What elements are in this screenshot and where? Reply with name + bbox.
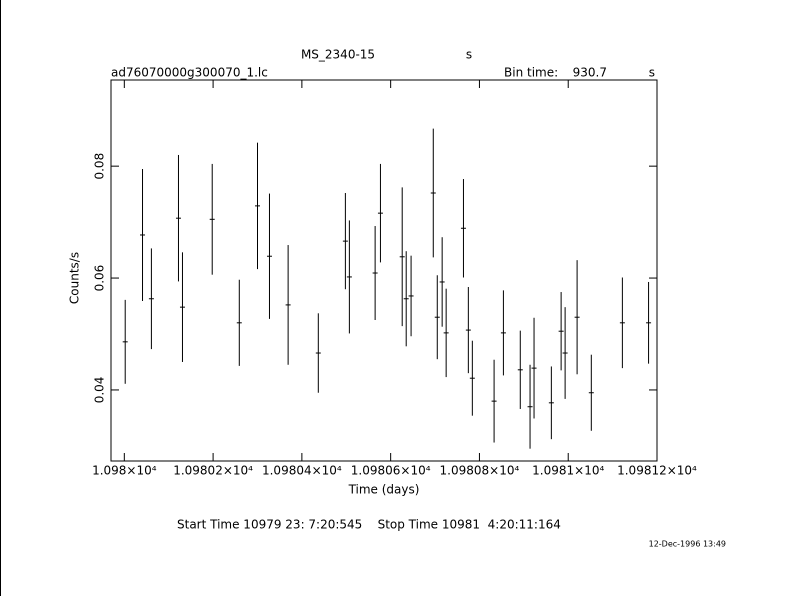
subtitle: ad76070000g300070_1.lc (111, 66, 268, 80)
y-tick-label: 0.06 (93, 265, 107, 292)
x-tick-label: 1.09806×10⁴ (351, 464, 431, 478)
y-axis-label: Counts/s (68, 252, 82, 304)
footer: Start Time 10979 23: 7:20:545 Stop Time … (177, 518, 561, 532)
x-tick-label: 1.09804×10⁴ (262, 464, 342, 478)
chart-title: MS_2340-15 (301, 48, 375, 62)
bin-time-label: Bin time: (504, 66, 558, 80)
bin-time: 930.7 (573, 66, 607, 80)
y-tick-label: 0.08 (93, 153, 107, 180)
date-stamp: 12-Dec-1996 13:49 (649, 540, 726, 549)
x-tick-label: 1.0981×10⁴ (532, 464, 604, 478)
x-tick-label: 1.09802×10⁴ (173, 464, 253, 478)
title-unit: s (466, 48, 472, 62)
y-tick-label: 0.04 (93, 377, 107, 404)
x-tick-label: 1.09812×10⁴ (617, 464, 697, 478)
x-axis-label: Time (days) (348, 483, 420, 497)
bin-time-unit: s (649, 66, 655, 80)
x-tick-label: 1.09808×10⁴ (440, 464, 520, 478)
x-tick-label: 1.098×10⁴ (92, 464, 157, 478)
plot-frame (110, 79, 658, 462)
